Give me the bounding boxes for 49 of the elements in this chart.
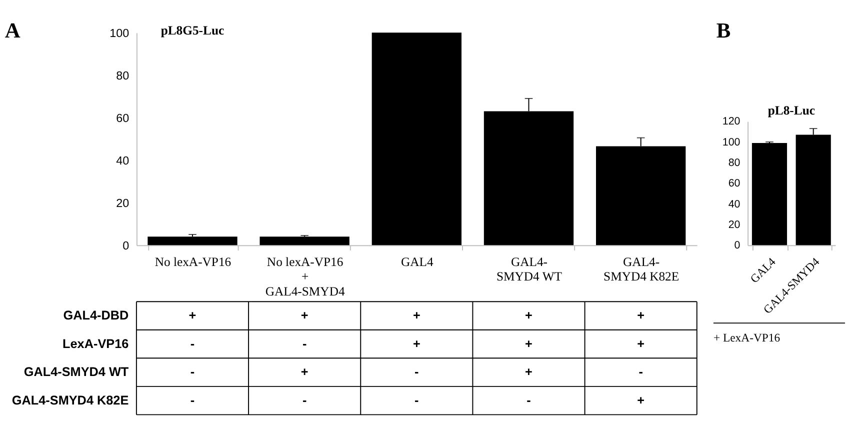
- text: +: [525, 365, 532, 380]
- y-tick-label: 0: [734, 240, 740, 252]
- x-tick-label: GAL4- SMYD4 WT: [496, 255, 562, 284]
- text: -: [302, 336, 307, 351]
- text: GAL4-SMYD4 K82E: [12, 393, 129, 408]
- y-tick-label: 60: [728, 178, 740, 190]
- text: +: [637, 308, 645, 323]
- chart-title: pL8-Luc: [768, 103, 816, 118]
- text: +: [300, 308, 308, 323]
- text: -: [526, 393, 531, 408]
- y-tick-label: 80: [728, 156, 740, 169]
- text: -: [190, 336, 195, 351]
- y-tick-label: 40: [116, 154, 130, 168]
- text: +: [412, 308, 420, 323]
- text: +: [637, 393, 645, 408]
- x-tick-label: GAL4: [400, 255, 434, 270]
- y-tick-label: 20: [728, 218, 740, 231]
- bar: [372, 32, 462, 246]
- y-tick-label: 100: [722, 136, 740, 148]
- text: GAL4-DBD: [63, 308, 129, 323]
- y-tick-label: 100: [110, 27, 130, 40]
- text: -: [414, 365, 419, 380]
- text: B: [716, 18, 731, 42]
- text: LexA-VP16: [62, 336, 129, 351]
- text: +: [637, 336, 645, 351]
- text: +: [525, 336, 532, 351]
- y-tick-label: 40: [728, 198, 740, 210]
- x-tick-label: No lexA-VP16 + GAL4-SMYD4: [265, 255, 346, 298]
- x-tick-label: No lexA-VP16: [154, 255, 232, 270]
- chart-title: pL8G5-Luc: [160, 24, 224, 38]
- y-tick-label: 120: [722, 116, 740, 128]
- text: -: [190, 365, 195, 380]
- y-tick-label: 20: [116, 196, 130, 210]
- text: -: [302, 393, 307, 408]
- text: + LexA-VP16: [713, 332, 780, 345]
- bar: [260, 236, 350, 246]
- text: +: [525, 308, 532, 323]
- y-tick-label: 0: [122, 239, 130, 252]
- text: +: [412, 336, 420, 351]
- y-tick-label: 60: [116, 112, 130, 125]
- text: -: [414, 393, 419, 408]
- text: -: [190, 393, 195, 408]
- x-tick-label: GAL4- SMYD4 K82E: [604, 255, 680, 284]
- text: +: [188, 308, 196, 323]
- text: +: [300, 365, 308, 380]
- y-tick-label: 80: [116, 70, 130, 83]
- text: GAL4-SMYD4 WT: [24, 365, 129, 380]
- text: -: [638, 365, 643, 380]
- text: A: [4, 18, 21, 42]
